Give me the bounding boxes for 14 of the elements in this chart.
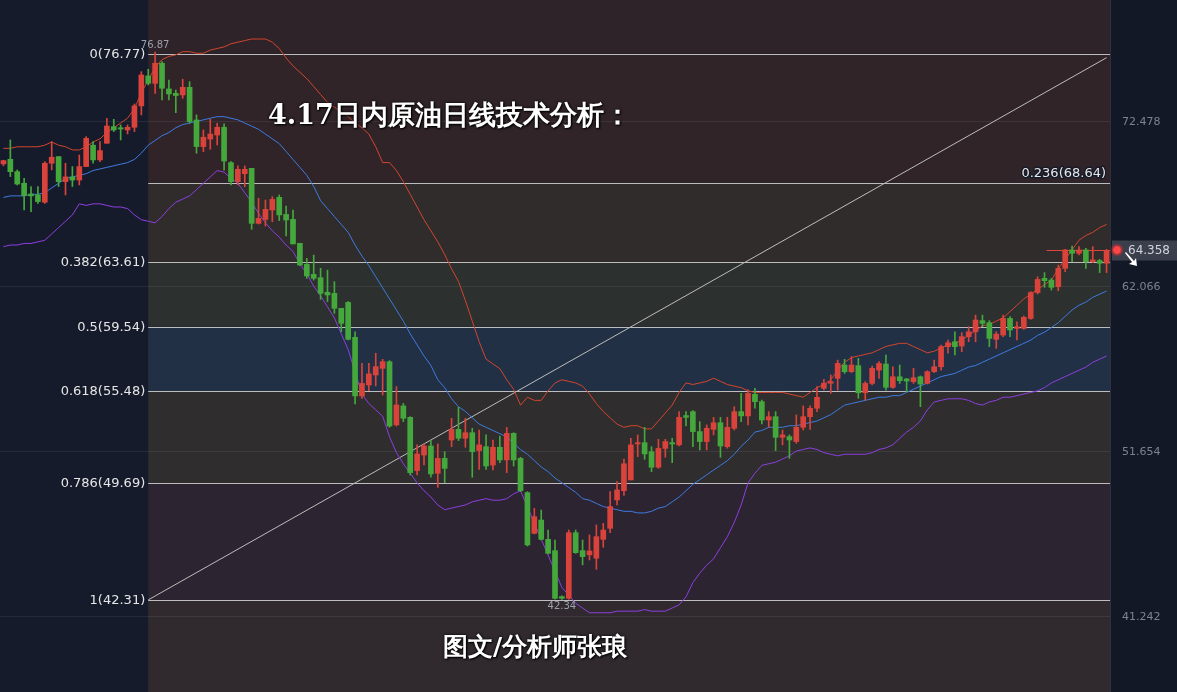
ref-line-label: 0.382(63.61) bbox=[60, 253, 146, 269]
y-tick-label: 51.654 bbox=[1122, 444, 1161, 458]
ref-line-label: 0.236(68.64) bbox=[1021, 164, 1106, 180]
annotation: 42.34 bbox=[547, 600, 577, 612]
text: 64.358 bbox=[1128, 242, 1170, 257]
ref-line-label: 1(42.31) bbox=[89, 591, 146, 607]
text: 4.17日内原油日线技术分析： bbox=[268, 98, 631, 132]
y-tick-label: 41.242 bbox=[1122, 609, 1161, 623]
ref-line-label: 0.618(55.48) bbox=[60, 382, 146, 398]
ref-line-label: 0.786(49.69) bbox=[60, 474, 146, 490]
y-tick-label: 62.066 bbox=[1122, 279, 1161, 293]
ref-line-label: 0.5(59.54) bbox=[77, 318, 146, 334]
text: 图文/分析师张琅 bbox=[443, 631, 628, 663]
y-tick-label: 72.478 bbox=[1122, 114, 1161, 128]
